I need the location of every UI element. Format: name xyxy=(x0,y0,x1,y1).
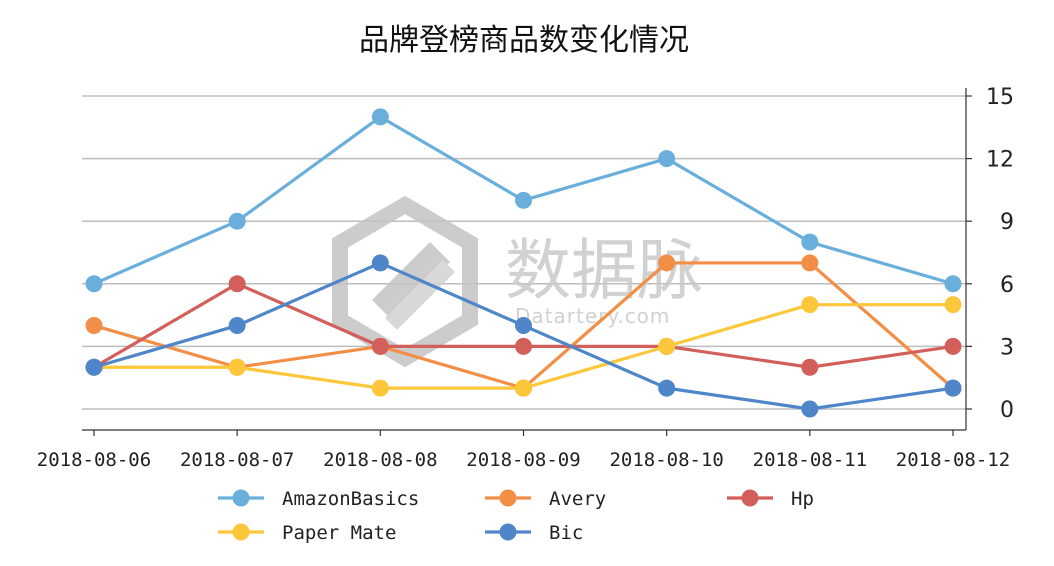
data-point xyxy=(944,275,962,293)
data-point xyxy=(228,317,246,335)
data-point xyxy=(228,275,246,293)
legend-label: Paper Mate xyxy=(282,522,396,544)
data-point xyxy=(801,233,819,251)
data-point xyxy=(85,317,103,335)
legend-item: Paper Mate xyxy=(218,522,396,544)
series-bic xyxy=(85,254,962,418)
data-point xyxy=(658,337,676,355)
legend-item: Avery xyxy=(485,488,606,510)
watermark-logo-icon xyxy=(332,195,478,368)
y-axis: 0 3 6 9 12 15 xyxy=(965,85,1014,430)
data-point xyxy=(801,296,819,314)
y-tick-label: 12 xyxy=(986,148,1014,173)
legend-item: Bic xyxy=(485,522,583,544)
data-point xyxy=(801,254,819,272)
data-point xyxy=(658,254,676,272)
data-point xyxy=(371,108,389,126)
x-tick-label: 2018-08-12 xyxy=(896,449,1010,471)
data-point xyxy=(85,275,103,293)
legend-marker xyxy=(232,523,250,541)
data-point xyxy=(371,337,389,355)
data-point xyxy=(944,296,962,314)
y-tick-label: 3 xyxy=(1000,335,1014,360)
legend-item: Hp xyxy=(727,488,814,510)
data-point xyxy=(801,358,819,376)
legend: AmazonBasics Avery Hp Paper Mate Bic xyxy=(218,488,814,544)
data-point xyxy=(944,337,962,355)
series-amazonbasics xyxy=(85,108,962,293)
data-point xyxy=(371,254,389,272)
legend-marker xyxy=(741,489,759,507)
legend-marker xyxy=(232,489,250,507)
data-point xyxy=(801,400,819,418)
data-point xyxy=(944,379,962,397)
x-tick-label: 2018-08-10 xyxy=(609,449,723,471)
legend-label: Hp xyxy=(791,488,814,510)
x-tick-label: 2018-08-11 xyxy=(753,449,867,471)
legend-label: AmazonBasics xyxy=(282,488,419,510)
watermark-text-en: Datartery.com xyxy=(515,304,670,328)
data-point xyxy=(515,191,532,209)
y-tick-label: 0 xyxy=(1000,398,1014,423)
legend-item: AmazonBasics xyxy=(218,488,419,510)
y-tick-label: 6 xyxy=(1000,273,1014,298)
data-point xyxy=(85,358,103,376)
watermark-text-cn: 数据脉 xyxy=(505,232,703,309)
watermark: 数据脉 Datartery.com xyxy=(332,195,703,368)
x-tick-label: 2018-08-08 xyxy=(323,449,437,471)
data-point xyxy=(515,379,532,397)
data-point xyxy=(658,379,676,397)
x-axis: 2018-08-06 2018-08-07 2018-08-08 2018-08-09… xyxy=(37,429,1010,471)
y-tick-label: 15 xyxy=(986,85,1014,110)
legend-label: Avery xyxy=(549,488,606,510)
data-point xyxy=(371,379,389,397)
legend-marker xyxy=(499,523,517,541)
data-point xyxy=(228,212,246,230)
x-tick-label: 2018-08-06 xyxy=(37,449,151,471)
legend-marker xyxy=(499,489,517,507)
data-point xyxy=(658,150,676,168)
y-tick-label: 9 xyxy=(1000,210,1014,235)
data-point xyxy=(228,358,246,376)
chart-title: 品牌登榜商品数变化情况 xyxy=(359,23,689,58)
legend-label: Bic xyxy=(549,522,583,544)
data-point xyxy=(515,317,532,335)
data-point xyxy=(515,337,532,355)
x-tick-label: 2018-08-07 xyxy=(180,449,294,471)
x-tick-label: 2018-08-09 xyxy=(466,449,580,471)
series-group xyxy=(85,108,962,418)
